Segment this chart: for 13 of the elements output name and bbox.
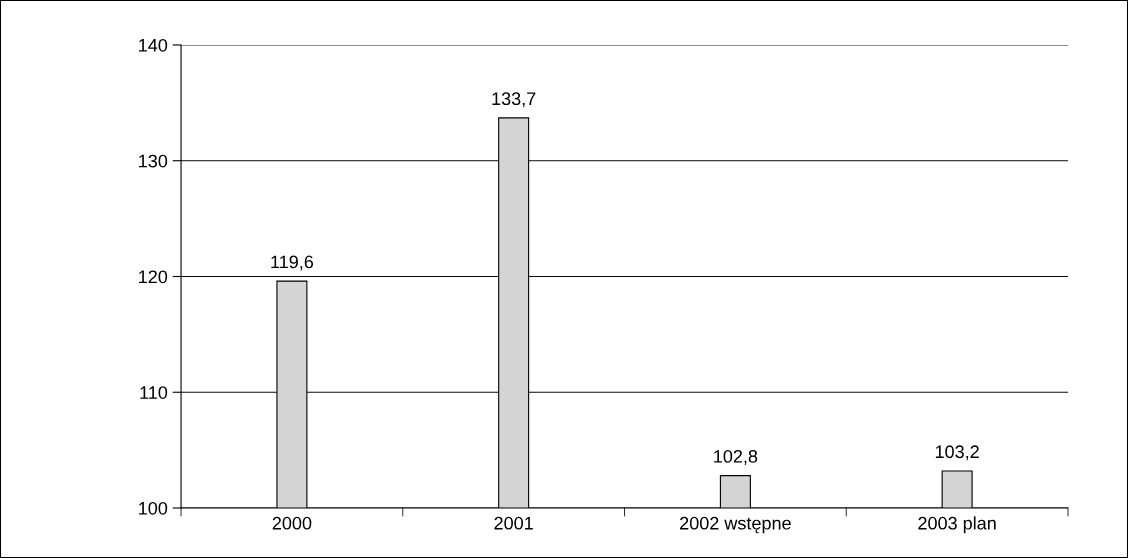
data-label: 133,7 bbox=[492, 92, 536, 108]
y-tick-label: 100 bbox=[139, 501, 168, 515]
data-label: 103,2 bbox=[935, 445, 979, 461]
y-tick-label: 140 bbox=[139, 38, 168, 52]
x-tick-label: 2000 bbox=[272, 516, 312, 530]
x-tick-label: 2003 plan bbox=[918, 516, 996, 534]
data-label: 119,6 bbox=[271, 255, 314, 271]
y-tick-label: 110 bbox=[140, 386, 168, 399]
x-tick-label: 2002 wstępne bbox=[680, 516, 791, 534]
x-tick-label: 2001 bbox=[494, 516, 533, 530]
data-label: 102,8 bbox=[714, 449, 758, 465]
y-tick-label: 130 bbox=[139, 154, 168, 168]
y-tick-label: 120 bbox=[139, 270, 168, 284]
